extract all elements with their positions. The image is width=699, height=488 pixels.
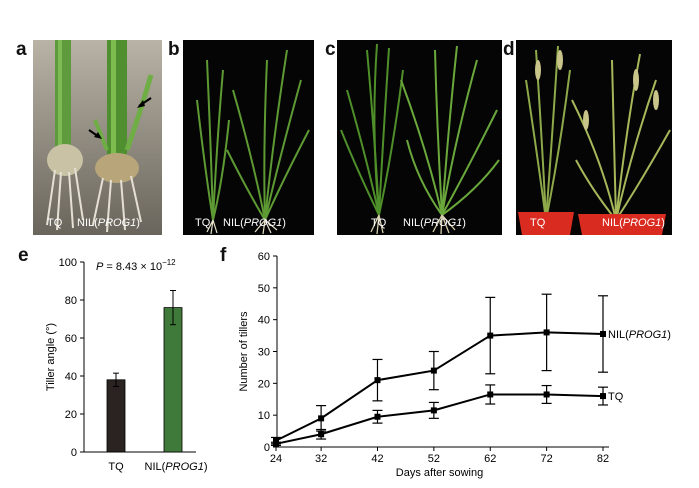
chart-f-point <box>487 391 494 398</box>
panel-letter-b: b <box>168 39 180 60</box>
chart-e-p-value-annotation: P = 8.43 × 10−12 <box>96 258 176 273</box>
photo-c-label-nil: NIL(PROG1) <box>403 217 466 229</box>
chart-f-y-tick-label: 20 <box>258 378 270 390</box>
chart-f-point <box>273 440 279 447</box>
chart-e-y-tick-label: 0 <box>71 447 77 459</box>
chart-f-series-label: NIL(PROG1) <box>608 329 671 341</box>
photo-d-label-nil: NIL(PROG1) <box>602 217 665 229</box>
chart-f-y-tick-label: 0 <box>264 442 270 454</box>
chart-e-y-tick-label: 100 <box>59 257 77 269</box>
chart-e-y-tick-label: 20 <box>65 409 77 421</box>
chart-f-y-tick-label: 10 <box>258 410 270 422</box>
chart-f-x-tick-label: 32 <box>315 453 327 465</box>
chart-f-x-tick-label: 24 <box>270 453 282 465</box>
panel-letter-f: f <box>220 245 227 266</box>
chart-f-point <box>430 367 437 374</box>
chart-f-y-tick-label: 40 <box>258 315 270 327</box>
chart-f-y-tick-label: 30 <box>258 347 270 359</box>
chart-f-x-tick-label: 82 <box>597 453 609 465</box>
photo-b-label-tq: TQ <box>195 217 211 229</box>
chart-f-point <box>600 393 606 400</box>
chart-f-point <box>318 415 325 422</box>
photo-a-tiller-base: TQ NIL(PROG1) <box>33 40 162 235</box>
photo-d-label-tq: TQ <box>530 217 546 229</box>
chart-f-y-tick-label: 60 <box>258 251 270 263</box>
chart-f-point <box>487 332 494 339</box>
panel-letter-c: c <box>325 39 336 60</box>
chart-f-y-label: Number of tillers <box>238 311 250 392</box>
photo-a-label-tq: TQ <box>47 217 63 229</box>
photo-c-label-tq: TQ <box>371 217 387 229</box>
chart-f-point <box>543 391 550 398</box>
chart-f-x-tick-label: 72 <box>540 453 552 465</box>
panel-letter-a: a <box>16 39 27 60</box>
chart-f-y-tick-label: 50 <box>258 283 270 295</box>
chart-f-point <box>430 407 437 414</box>
chart-e-y-tick-label: 80 <box>65 295 77 307</box>
photo-b-label-nil: NIL(PROG1) <box>223 217 286 229</box>
chart-f-series-line <box>275 393 604 445</box>
chart-f-x-label: Days after sowing <box>396 467 483 479</box>
chart-e-y-label: Tiller angle (°) <box>45 323 57 391</box>
photo-c-plants: TQ NIL(PROG1) <box>337 40 502 235</box>
chart-f-point <box>318 431 325 438</box>
photo-a-illustration <box>33 40 162 235</box>
chart-e-y-tick-label: 60 <box>65 333 77 345</box>
chart-f-point <box>273 437 279 444</box>
chart-e-category-label: NIL(PROG1) <box>145 461 208 473</box>
panel-letter-e: e <box>18 245 29 266</box>
photo-d-illustration <box>518 45 671 235</box>
photo-b-illustration <box>196 49 310 235</box>
chart-f-series-line <box>275 331 604 442</box>
chart-e-y-tick-label: 40 <box>65 371 77 383</box>
panel-letter-d: d <box>503 39 515 60</box>
chart-f-series-label: TQ <box>608 391 624 403</box>
photo-b-seedlings: TQ NIL(PROG1) <box>183 40 314 235</box>
chart-f-point <box>374 377 381 384</box>
photo-a-label-nil: NIL(PROG1) <box>77 217 140 229</box>
chart-f-x-tick-label: 42 <box>371 453 383 465</box>
photo-c-illustration <box>340 43 500 235</box>
chart-f-point <box>600 330 606 337</box>
chart-e-category-label: TQ <box>108 461 124 473</box>
chart-f-x-tick-label: 52 <box>428 453 440 465</box>
chart-f-point <box>374 413 381 420</box>
chart-f-x-tick-label: 62 <box>484 453 496 465</box>
photo-d-mature-plants: TQ NIL(PROG1) <box>516 40 672 235</box>
chart-f-point <box>543 329 550 336</box>
